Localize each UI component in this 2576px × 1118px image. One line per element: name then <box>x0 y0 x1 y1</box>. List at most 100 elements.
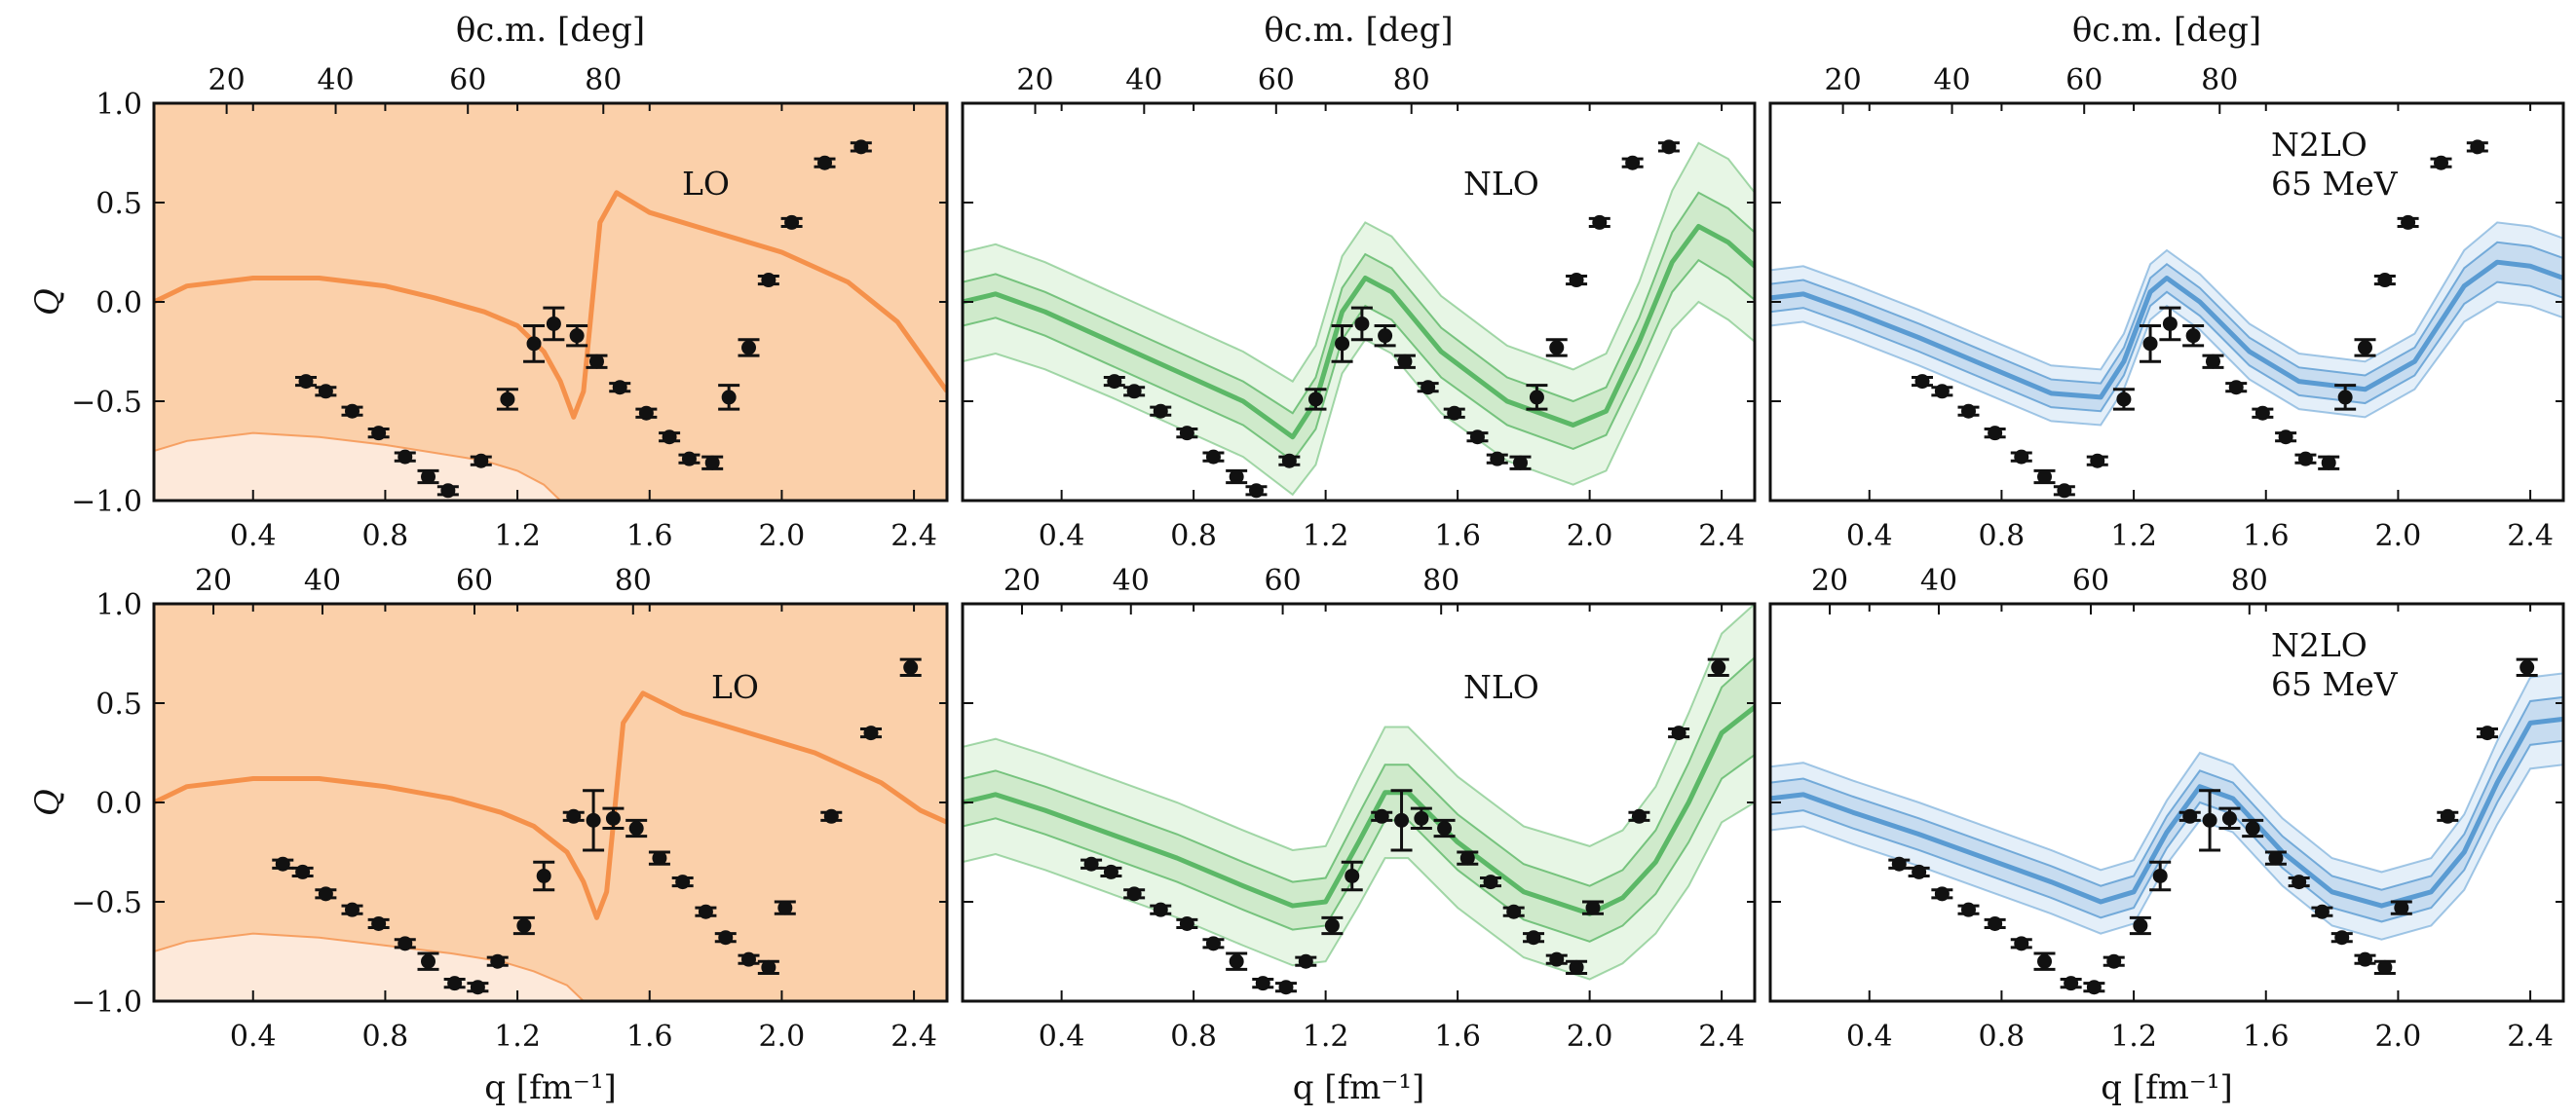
x-tick-label: 1.2 <box>1303 1020 1349 1054</box>
band-inner-upper-edge <box>1770 241 2563 385</box>
data-point <box>1176 915 1198 931</box>
data-marker <box>1506 904 1522 919</box>
band-inner-upper-edge <box>963 191 1755 415</box>
data-point <box>695 904 717 919</box>
data-marker <box>2133 917 2148 933</box>
data-point <box>1321 915 1344 936</box>
data-point <box>2202 354 2224 369</box>
data-point <box>2225 380 2248 395</box>
data-point <box>1931 384 1953 399</box>
y-tick-label: −1.0 <box>71 986 142 1020</box>
data-marker <box>398 936 413 951</box>
data-point <box>467 980 489 995</box>
x-tick-label: 2.4 <box>890 519 937 553</box>
data-point <box>2430 155 2452 170</box>
data-point <box>2390 900 2412 915</box>
data-point <box>1390 789 1413 852</box>
data-marker <box>2480 726 2495 741</box>
data-marker <box>345 403 360 419</box>
data-point <box>2010 449 2032 465</box>
y-tick-label: 1.0 <box>95 588 142 622</box>
data-marker <box>1397 354 1413 369</box>
data-point <box>1908 864 1930 879</box>
data-point <box>2476 726 2498 741</box>
data-marker <box>2182 808 2198 824</box>
data-marker <box>2228 380 2244 395</box>
data-marker <box>784 214 800 230</box>
data-marker <box>1469 429 1485 445</box>
x-axis-title: q [fm⁻¹] <box>1293 1068 1425 1107</box>
data-point <box>470 453 492 468</box>
data-point <box>2010 936 2032 951</box>
data-point <box>436 483 459 499</box>
data-point <box>1433 818 1456 838</box>
data-marker <box>2057 483 2072 499</box>
data-marker <box>1526 930 1541 946</box>
data-marker <box>2297 451 2313 466</box>
panel-sublabel: 65 MeV <box>2271 665 2399 703</box>
data-marker <box>2321 455 2336 470</box>
data-point <box>341 902 363 917</box>
x-tick-label: 0.4 <box>1039 1020 1085 1054</box>
band-outer-lower-edge <box>1770 300 2563 427</box>
data-marker <box>652 850 667 866</box>
band-inner-lower-edge <box>1770 739 2563 923</box>
x-axis-title: q [fm⁻¹] <box>2101 1068 2233 1107</box>
data-marker <box>2116 391 2132 407</box>
data-marker <box>2470 139 2485 155</box>
band-inner-lower-edge <box>1770 280 2563 413</box>
data-marker <box>1891 856 1907 872</box>
data-point <box>367 915 390 931</box>
data-point <box>1588 214 1610 230</box>
data-marker <box>1961 902 1976 917</box>
data-point <box>1668 726 1690 741</box>
data-marker <box>2014 936 2029 951</box>
data-point <box>648 850 670 866</box>
data-marker <box>1961 403 1976 419</box>
theta-tick-label: 60 <box>456 564 493 598</box>
panel-label: N2LO <box>2271 126 2368 164</box>
data-marker <box>516 917 532 933</box>
data-marker <box>536 868 551 883</box>
data-point <box>1202 449 1225 465</box>
x-tick-label: 1.6 <box>1434 1020 1481 1054</box>
data-marker <box>421 953 436 969</box>
data-point <box>1252 976 1274 991</box>
data-marker <box>605 810 621 826</box>
data-marker <box>1083 856 1099 872</box>
data-point <box>1466 429 1489 445</box>
data-marker <box>1324 917 1340 933</box>
data-point <box>2178 808 2201 824</box>
data-point <box>1707 657 1729 677</box>
band-outer-upper-edge <box>963 604 1755 851</box>
data-point <box>2397 214 2419 230</box>
data-point <box>2516 657 2538 677</box>
data-point <box>738 338 760 357</box>
data-point <box>1509 455 1532 470</box>
panel-lo-row2: 0.4 0.8 1.2 1.6 2.0 2.4 20 40 60 80 −1.0 −0.5 0.0 0.5… <box>71 564 949 1054</box>
data-marker <box>2337 390 2353 405</box>
x-tick-label: 0.8 <box>1979 519 2026 553</box>
data-marker <box>721 390 737 405</box>
x-tick-label: 2.4 <box>1698 1020 1745 1054</box>
data-point <box>2294 451 2317 466</box>
band-inner-lower-edge <box>963 258 1755 463</box>
data-point <box>2199 789 2221 852</box>
data-marker <box>2202 812 2217 828</box>
data-marker <box>1661 139 1677 155</box>
data-marker <box>777 900 793 915</box>
data-point <box>1545 338 1568 357</box>
data-marker <box>1934 886 1950 902</box>
data-marker <box>447 976 463 991</box>
data-point <box>1457 850 1479 866</box>
data-marker <box>2358 951 2372 967</box>
data-marker <box>1512 455 1528 470</box>
data-point <box>635 405 658 421</box>
data-marker <box>440 483 456 499</box>
x-tick-label: 0.4 <box>230 519 277 553</box>
panel-label: N2LO <box>2271 626 2368 664</box>
data-marker <box>718 930 734 946</box>
data-marker <box>490 953 506 969</box>
data-point <box>1566 959 1588 975</box>
